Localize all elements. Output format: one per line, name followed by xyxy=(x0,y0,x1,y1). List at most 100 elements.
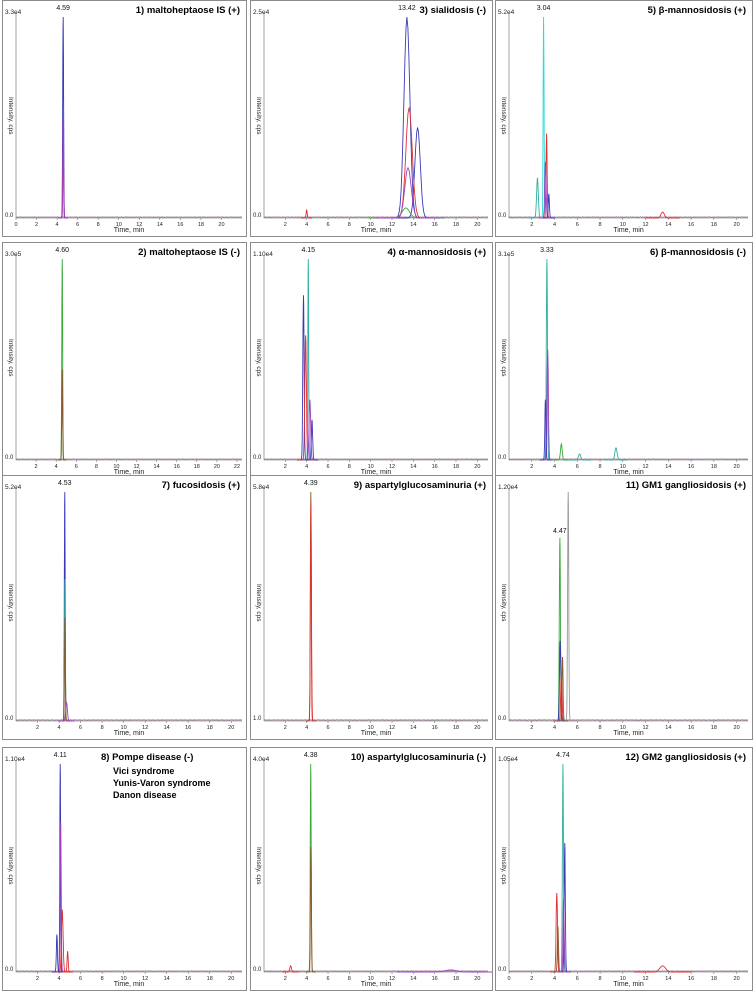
baseline-trace-blue xyxy=(15,970,243,973)
x-tick-label: 4 xyxy=(553,976,556,982)
x-tick-label: 20 xyxy=(474,725,480,731)
chromatogram-panel-3: 2 4 6 8 10 12 14 16 18 20 3) sialidosis (-) 2.5e4 0.… xyxy=(250,0,493,237)
plot-svg: 0 2 4 6 8 10 12 14 16 18 20 xyxy=(507,760,749,982)
x-tick-label: 8 xyxy=(101,725,104,731)
x-tick-label: 18 xyxy=(711,464,717,470)
x-tick-label: 6 xyxy=(326,725,329,731)
peak-retention-time-label: 4.59 xyxy=(56,5,70,12)
baseline-trace-red xyxy=(509,970,749,973)
peak-retention-time-label: 3.04 xyxy=(536,5,551,12)
x-tick-label: 10 xyxy=(116,222,122,228)
panel-title: 7) fucosidosis (+) xyxy=(161,480,240,491)
x-tick-label: 18 xyxy=(711,725,717,731)
peak-trace-blue xyxy=(390,127,445,219)
peak-trace-blue xyxy=(377,16,437,219)
x-tick-label: 6 xyxy=(326,976,329,982)
x-tick-label: 16 xyxy=(174,464,180,470)
x-tick-label: 4 xyxy=(305,725,308,731)
y-zero-label: 0.0 xyxy=(5,716,14,722)
x-tick-label: 8 xyxy=(599,976,602,982)
y-max-label: 1.20e4 xyxy=(498,484,518,491)
x-tick-label: 10 xyxy=(368,464,374,470)
x-axis-label: Time, min xyxy=(113,730,145,737)
x-tick-label: 14 xyxy=(665,222,671,228)
x-tick-label: 2 xyxy=(35,464,38,470)
panel-title: 12) GM2 gangliosidosis (+) xyxy=(625,752,746,763)
x-tick-label: 14 xyxy=(410,725,416,731)
x-tick-label: 6 xyxy=(576,464,579,470)
x-tick-label: 12 xyxy=(136,222,142,228)
baseline-trace-purple xyxy=(15,216,243,219)
y-max-label: 1.10e4 xyxy=(253,251,273,258)
x-tick-label: 22 xyxy=(234,464,240,470)
x-tick-label: 2 xyxy=(530,222,533,228)
x-tick-label: 18 xyxy=(453,725,459,731)
x-tick-label: 4 xyxy=(58,725,61,731)
x-tick-label: 6 xyxy=(326,222,329,228)
x-tick-label: 8 xyxy=(348,464,351,470)
panel-title: 10) aspartylglucosaminuria (-) xyxy=(350,752,486,763)
x-tick-label: 12 xyxy=(643,222,649,228)
x-tick-label: 12 xyxy=(133,464,139,470)
baseline-trace-green xyxy=(508,718,749,722)
peak-trace-red xyxy=(282,965,299,973)
chromatogram-panel-7: 2 4 6 8 10 12 14 16 18 20 7) fucosidosis (+) 5.2e4 0… xyxy=(2,475,247,740)
y-max-label: 4.0e4 xyxy=(253,756,270,763)
x-tick-label: 16 xyxy=(688,222,694,228)
plot-svg: 2 4 6 8 10 12 14 16 18 20 xyxy=(15,760,243,982)
plot-svg: 2 4 6 8 10 12 14 16 18 20 xyxy=(508,488,749,731)
peak-trace-purple xyxy=(58,701,75,722)
plot-svg: 2 4 6 8 10 12 14 16 18 20 xyxy=(508,13,749,228)
x-tick-label: 4 xyxy=(55,464,58,470)
panel-title: 8) Pompe disease (-) xyxy=(101,752,194,763)
y-axis-label: Intensity, cps xyxy=(7,583,14,622)
peak-trace-red xyxy=(301,208,312,219)
x-tick-label: 14 xyxy=(164,725,170,731)
y-zero-label: 0.0 xyxy=(498,213,507,219)
x-tick-label: 8 xyxy=(101,976,104,982)
x-tick-label: 4 xyxy=(58,976,61,982)
y-max-label: 1.05e4 xyxy=(498,756,518,763)
x-tick-label: 8 xyxy=(348,976,351,982)
peak-retention-time-label: 4.11 xyxy=(53,752,67,759)
x-tick-label: 16 xyxy=(432,725,438,731)
panel-title: 3) sialidosis (-) xyxy=(419,5,486,16)
peak-trace-red xyxy=(297,335,314,461)
chromatogram-panel-6: 2 4 6 8 10 12 14 16 18 20 6) β-mannosidosis (-) 3.1… xyxy=(495,242,753,479)
x-tick-label: 2 xyxy=(36,976,39,982)
x-tick-label: 18 xyxy=(207,725,213,731)
x-tick-label: 4 xyxy=(553,222,556,228)
x-tick-label: 8 xyxy=(599,222,602,228)
x-tick-label: 2 xyxy=(35,222,38,228)
plot-svg: 2 4 6 8 10 12 14 16 18 20 xyxy=(263,13,489,228)
peak-trace-red xyxy=(305,503,317,722)
x-axis-label: Time, min xyxy=(113,981,145,988)
peak-retention-time-label: 4.47 xyxy=(553,527,567,535)
x-axis-label: Time, min xyxy=(113,469,145,476)
panel-subtitle-line: Vici syndrome xyxy=(113,766,175,776)
peak-trace-blue xyxy=(539,399,552,461)
plot-svg: 2 4 6 8 10 12 14 16 18 20 xyxy=(263,760,492,982)
peak-trace-teal xyxy=(604,446,628,461)
x-tick-label: 20 xyxy=(218,222,224,228)
baseline-trace-purple xyxy=(263,970,489,973)
x-tick-label: 10 xyxy=(368,222,374,228)
panel-title: 11) GM1 gangliosidosis (+) xyxy=(625,480,746,491)
panel-subtitle-line: Danon disease xyxy=(113,790,177,800)
x-tick-label: 8 xyxy=(95,464,98,470)
x-tick-label: 16 xyxy=(688,976,694,982)
x-tick-label: 6 xyxy=(79,976,82,982)
x-tick-label: 6 xyxy=(76,222,79,228)
y-max-label: 3.0e5 xyxy=(5,251,22,258)
x-tick-label: 12 xyxy=(643,976,649,982)
x-tick-label: 14 xyxy=(665,464,671,470)
x-tick-label: 0 xyxy=(14,222,17,228)
x-axis-label: Time, min xyxy=(613,981,644,988)
panel-title: 9) aspartylglucosaminuria (+) xyxy=(353,480,486,491)
baseline-trace-green xyxy=(15,718,243,722)
baseline-trace-blue xyxy=(15,216,243,219)
x-tick-label: 2 xyxy=(530,464,533,470)
peak-trace-purple xyxy=(376,166,440,219)
x-tick-label: 16 xyxy=(432,464,438,470)
x-tick-label: 14 xyxy=(410,976,416,982)
